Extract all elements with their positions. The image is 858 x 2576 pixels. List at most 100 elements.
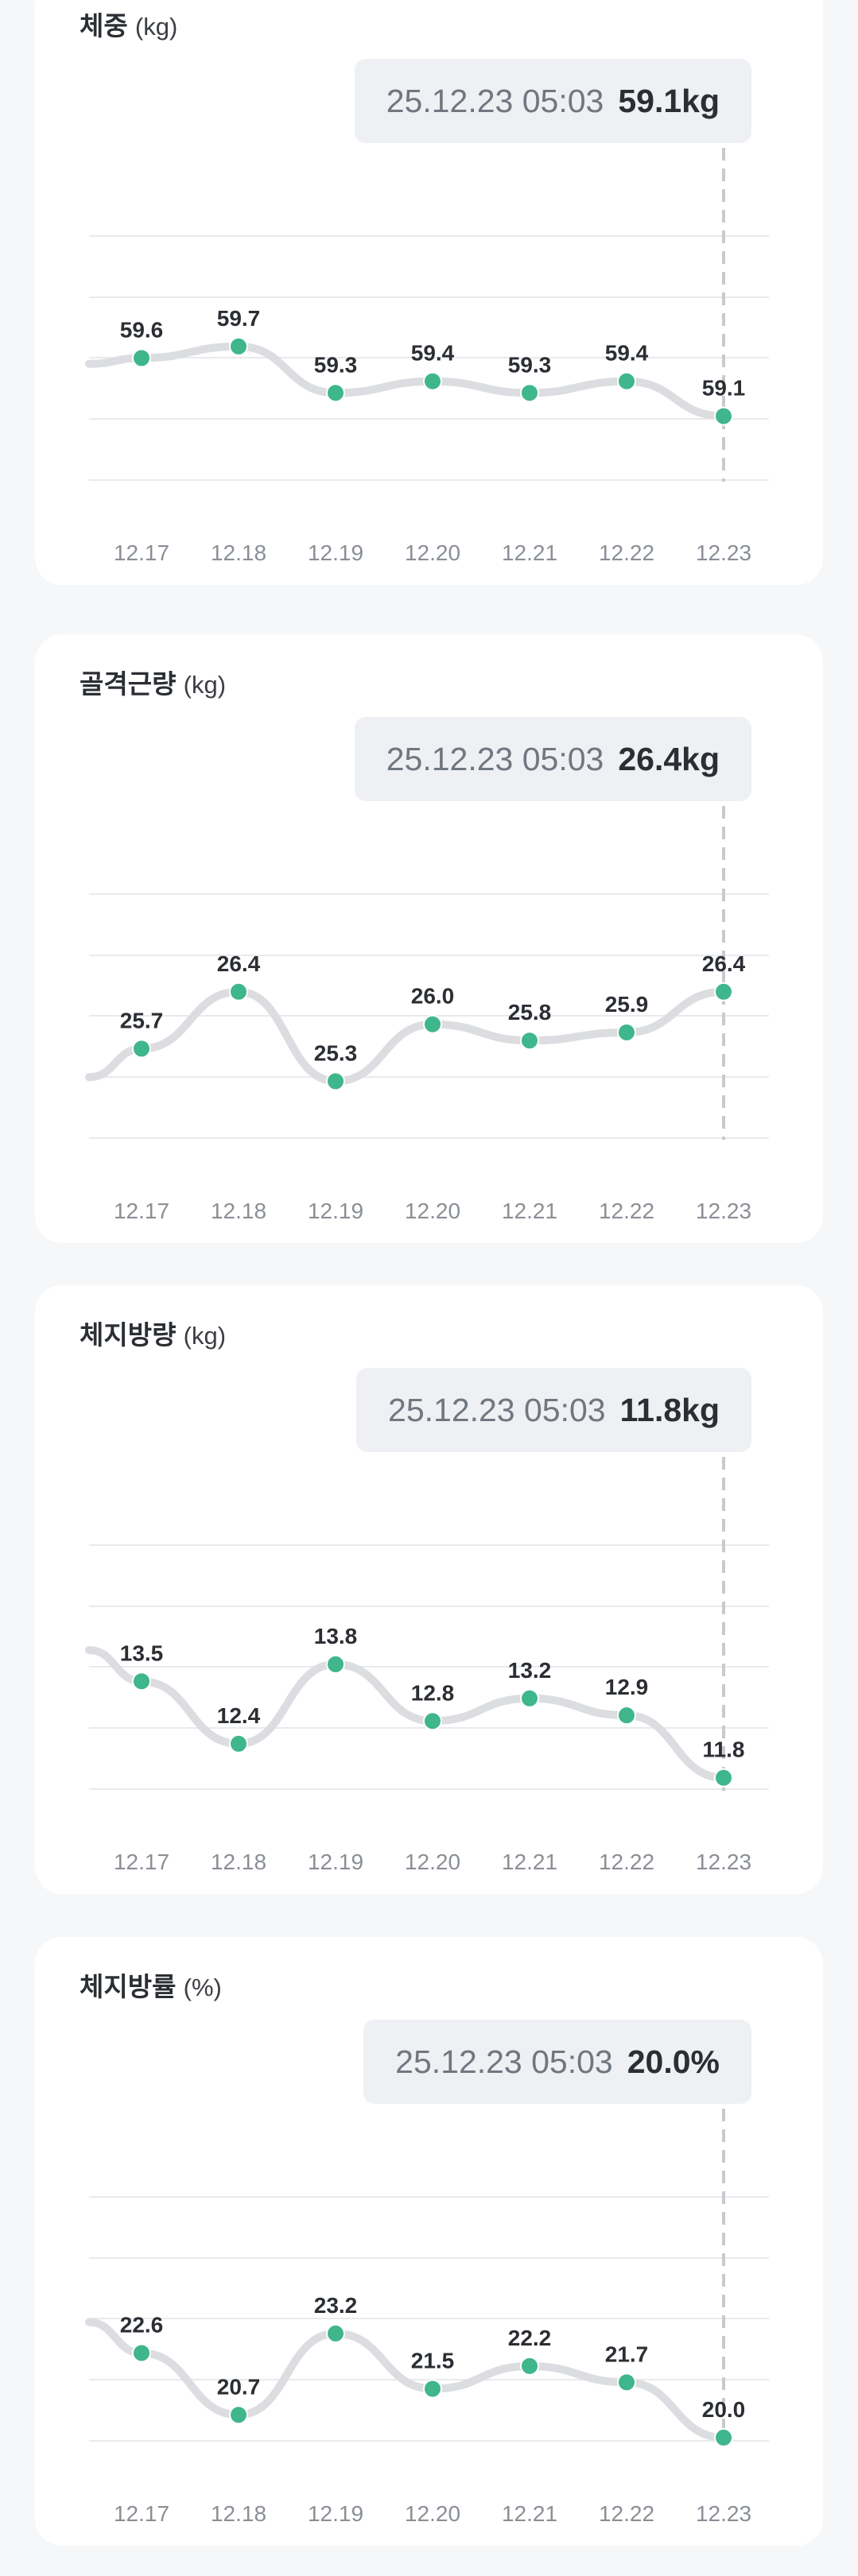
chart-title-text: 체중	[80, 11, 128, 41]
chart-title: 골격근량 (kg)	[80, 663, 226, 701]
data-point[interactable]	[520, 2356, 539, 2376]
x-tick-label: 12.17	[114, 2501, 169, 2526]
data-label: 13.8	[314, 1624, 358, 1648]
data-label: 26.4	[217, 951, 261, 976]
selected-point-tooltip: 25.12.23 05:03 59.1kg	[354, 59, 751, 143]
chart-title-text: 체지방량	[80, 1320, 177, 1350]
data-label: 21.7	[605, 2342, 649, 2366]
line-chart[interactable]: 25.7 26.4 25.3 26.0 25.8 25.9 26.4 12.17 12.18 12…	[35, 634, 823, 1243]
data-point[interactable]	[423, 1014, 442, 1034]
selected-point-tooltip: 25.12.23 05:03 20.0%	[363, 2020, 751, 2104]
data-label: 21.5	[411, 2349, 455, 2373]
chart-title: 체중 (kg)	[80, 5, 177, 43]
x-tick-label: 12.23	[696, 1850, 751, 1874]
data-point[interactable]	[326, 1071, 345, 1091]
data-label: 59.4	[605, 341, 649, 366]
data-label: 20.7	[217, 2374, 261, 2399]
data-point[interactable]	[229, 336, 248, 356]
data-point[interactable]	[423, 1711, 442, 1731]
data-label: 59.3	[314, 352, 358, 377]
data-point[interactable]	[423, 371, 442, 391]
data-point[interactable]	[423, 2379, 442, 2399]
tooltip-time: 25.12.23 05:03	[386, 82, 604, 119]
chart-title-text: 골격근량	[80, 669, 177, 699]
x-tick-label: 12.18	[211, 1850, 266, 1874]
series-line	[85, 2318, 728, 2442]
data-point[interactable]	[132, 1039, 151, 1059]
x-tick-label: 12.19	[308, 1199, 363, 1223]
x-tick-label: 12.19	[308, 1850, 363, 1874]
chart-unit: (kg)	[134, 13, 178, 41]
x-tick-label: 12.20	[405, 2501, 460, 2526]
data-point[interactable]	[714, 2427, 733, 2447]
data-point[interactable]	[229, 2405, 248, 2425]
x-tick-label: 12.17	[114, 540, 169, 565]
x-tick-label: 12.23	[696, 540, 751, 565]
x-tick-label: 12.23	[696, 1199, 751, 1223]
x-tick-label: 12.20	[405, 540, 460, 565]
x-tick-label: 12.22	[599, 1850, 654, 1874]
data-point[interactable]	[229, 1733, 248, 1753]
data-point[interactable]	[520, 1688, 539, 1708]
data-label: 13.2	[508, 1658, 552, 1683]
data-point[interactable]	[714, 982, 733, 1001]
data-point[interactable]	[326, 383, 345, 403]
selected-point-tooltip: 25.12.23 05:03 26.4kg	[354, 717, 751, 801]
data-label: 25.8	[508, 1000, 552, 1025]
data-point[interactable]	[617, 1706, 636, 1726]
x-tick-label: 12.17	[114, 1850, 169, 1874]
data-point[interactable]	[229, 982, 248, 1001]
data-label: 59.1	[702, 376, 746, 401]
data-point[interactable]	[617, 2373, 636, 2392]
chart-title: 체지방량 (kg)	[80, 1314, 226, 1352]
chart-title: 체지방률 (%)	[80, 1966, 222, 2004]
tooltip-value: 59.1kg	[618, 82, 720, 119]
data-point[interactable]	[326, 2323, 345, 2343]
data-point[interactable]	[132, 348, 151, 368]
chart-unit: (kg)	[183, 1322, 227, 1350]
data-point[interactable]	[520, 1031, 539, 1051]
data-label: 59.4	[411, 341, 455, 366]
data-label: 23.2	[314, 2293, 358, 2318]
skeletal-muscle-chart-card: 골격근량 (kg) 25.12.23 05:03 26.4kg 25.7 26.4 25.…	[35, 634, 823, 1243]
data-point[interactable]	[520, 383, 539, 403]
line-chart[interactable]: 22.6 20.7 23.2 21.5 22.2 21.7 20.0 12.17 12.18 12…	[35, 1937, 823, 2546]
data-label: 59.3	[508, 352, 552, 377]
data-point[interactable]	[714, 1768, 733, 1788]
data-label: 25.3	[314, 1040, 358, 1065]
x-tick-label: 12.21	[502, 2501, 557, 2526]
data-label: 59.6	[120, 318, 164, 343]
x-tick-label: 12.18	[211, 1199, 266, 1223]
tooltip-time: 25.12.23 05:03	[386, 740, 604, 777]
data-point[interactable]	[617, 371, 636, 391]
x-tick-label: 12.17	[114, 1199, 169, 1223]
x-tick-label: 12.21	[502, 1850, 557, 1874]
data-label: 25.9	[605, 992, 649, 1017]
data-point[interactable]	[714, 406, 733, 426]
chart-unit: (kg)	[183, 671, 227, 699]
line-chart[interactable]: 59.6 59.7 59.3 59.4 59.3 59.4 59.1 12.17 12.18 12…	[35, 0, 823, 585]
data-label: 20.0	[702, 2397, 746, 2422]
line-chart[interactable]: 13.5 12.4 13.8 12.8 13.2 12.9 11.8 12.17 12.18 12…	[35, 1285, 823, 1894]
data-label: 25.7	[120, 1008, 164, 1032]
tooltip-value: 20.0%	[627, 2043, 720, 2080]
x-tick-label: 12.19	[308, 540, 363, 565]
data-label: 12.8	[411, 1680, 455, 1705]
data-label: 12.4	[217, 1703, 261, 1728]
x-tick-label: 12.18	[211, 2501, 266, 2526]
tooltip-value: 11.8kg	[619, 1391, 720, 1428]
data-label: 59.7	[217, 306, 261, 331]
data-point[interactable]	[617, 1022, 636, 1042]
data-point[interactable]	[132, 1671, 151, 1691]
x-tick-label: 12.22	[599, 2501, 654, 2526]
data-point[interactable]	[132, 2343, 151, 2363]
data-label: 22.2	[508, 2326, 552, 2350]
x-tick-label: 12.19	[308, 2501, 363, 2526]
data-label: 13.5	[120, 1641, 164, 1665]
x-tick-label: 12.21	[502, 1199, 557, 1223]
data-point[interactable]	[326, 1654, 345, 1674]
tooltip-time: 25.12.23 05:03	[395, 2043, 613, 2080]
tooltip-value: 26.4kg	[618, 740, 720, 777]
x-tick-label: 12.23	[696, 2501, 751, 2526]
chart-unit: (%)	[183, 1974, 222, 2001]
